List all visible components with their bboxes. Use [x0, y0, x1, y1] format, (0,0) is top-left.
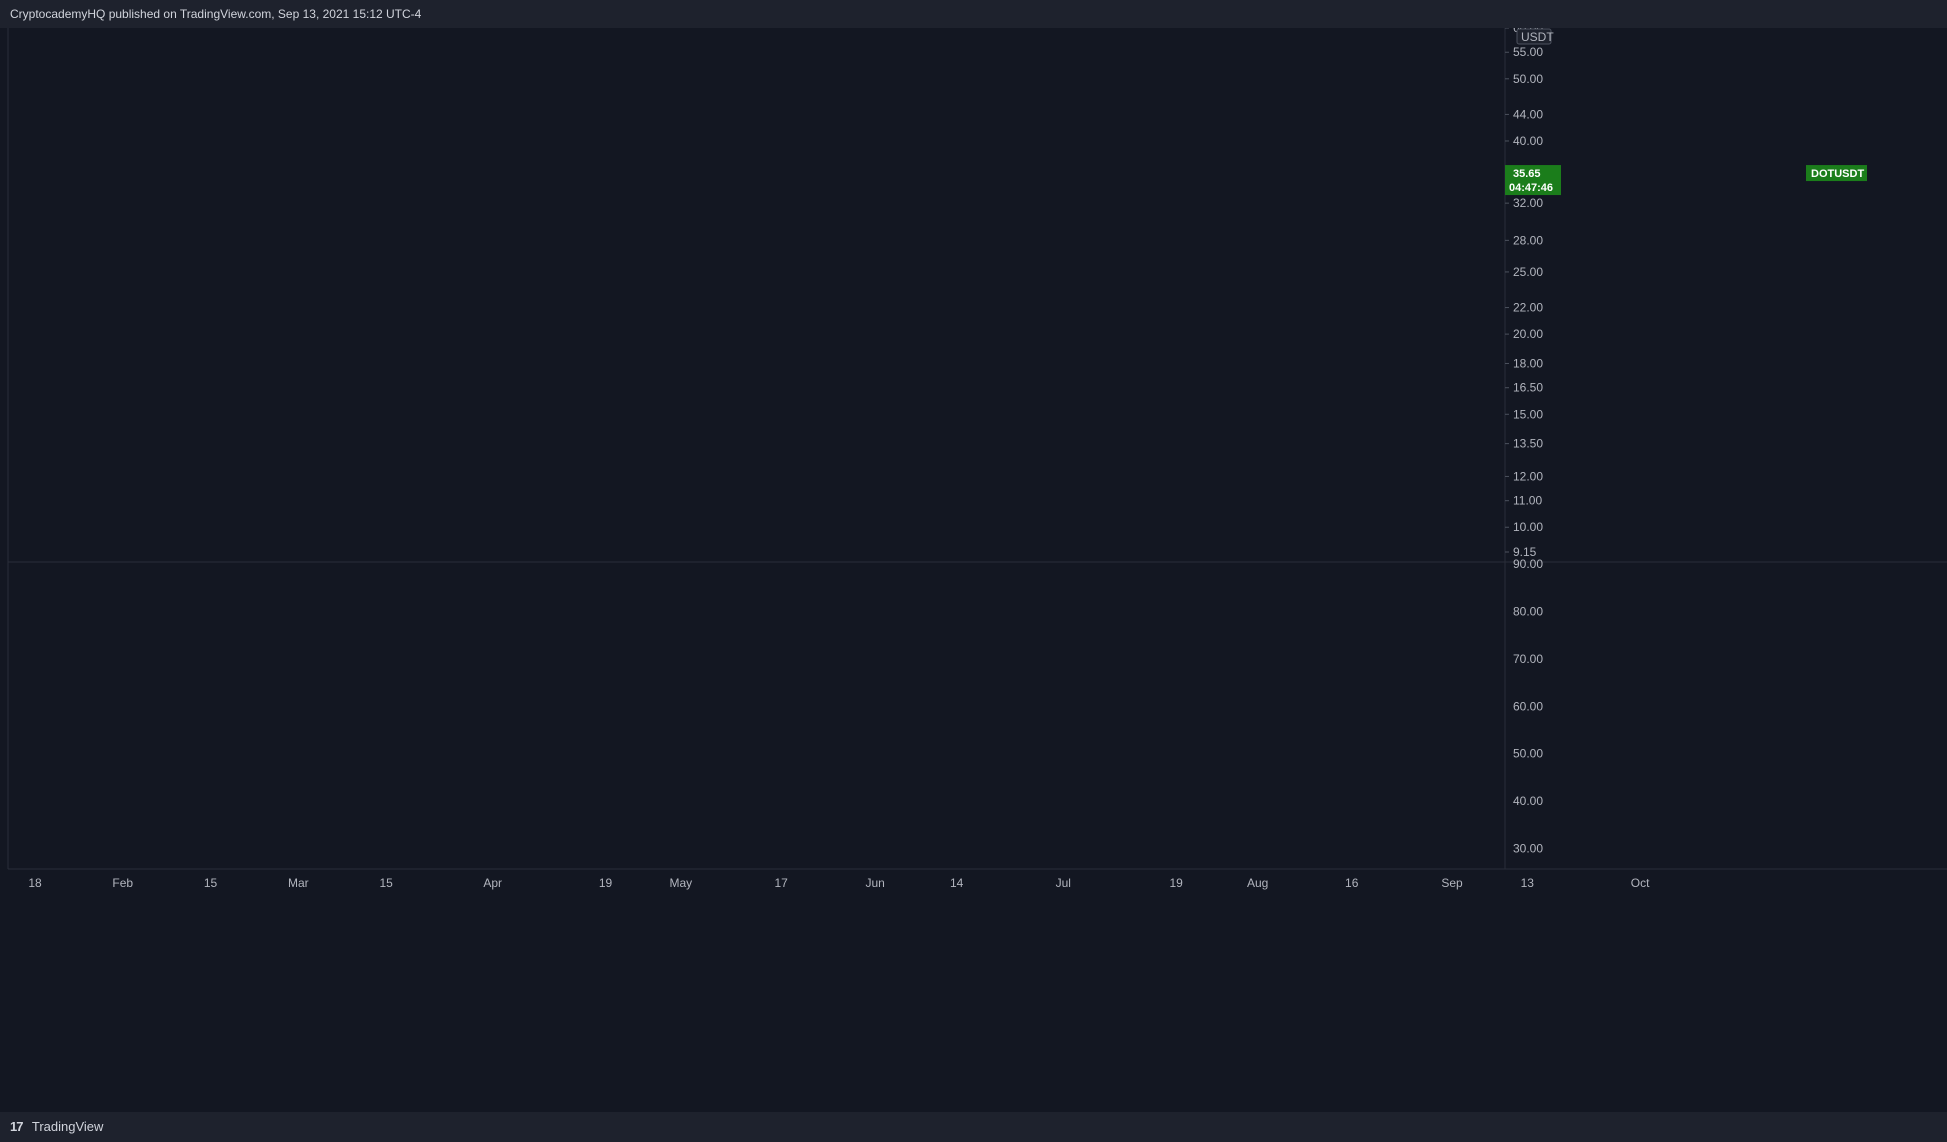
- brand-footer: 17 TradingView: [0, 1112, 1947, 1142]
- rsi-tick-label: 30.00: [1513, 842, 1543, 856]
- price-tick-label: 25.00: [1513, 265, 1543, 279]
- time-tick-label: Apr: [483, 876, 502, 890]
- rsi-tick-label: 50.00: [1513, 747, 1543, 761]
- rsi-tick-label: 90.00: [1513, 557, 1543, 571]
- time-tick-label: 17: [774, 876, 788, 890]
- symbol-label: DOTUSDT: [1811, 168, 1864, 180]
- price-tick-label: 11.00: [1513, 494, 1542, 508]
- time-tick-label: 14: [950, 876, 964, 890]
- time-tick-label: 16: [1345, 876, 1359, 890]
- price-tag: [1505, 165, 1561, 196]
- price-tick-label: 50.00: [1513, 72, 1543, 86]
- time-tick-label: 19: [1169, 876, 1183, 890]
- tradingview-logo-icon: 17: [10, 1119, 24, 1134]
- price-tick-label: 32.00: [1513, 196, 1543, 210]
- axes: 60.00 55.00 50.00 44.00 40.00 32.00 28.00 25.00…: [0, 28, 1947, 1112]
- price-tick-label: 10.00: [1513, 520, 1543, 534]
- price-tag-countdown: 04:47:46: [1509, 182, 1553, 194]
- time-tick-label: Sep: [1441, 876, 1463, 890]
- currency-badge: [1516, 28, 1552, 45]
- price-tag-value: 35.65: [1513, 168, 1541, 180]
- time-tick-label: Mar: [288, 876, 309, 890]
- time-tick-label: Jun: [866, 876, 885, 890]
- publish-header: CryptocademyHQ published on TradingView.…: [0, 0, 1947, 28]
- time-tick-label: Feb: [112, 876, 133, 890]
- price-tick-label: 55.00: [1513, 45, 1543, 59]
- price-tick-label: 13.50: [1513, 437, 1543, 451]
- time-tick-label: May: [669, 876, 692, 890]
- chart-background: [0, 28, 1947, 1112]
- time-tick-label: Jul: [1056, 876, 1071, 890]
- time-tick-label: 19: [599, 876, 613, 890]
- publish-line: CryptocademyHQ published on TradingView.…: [10, 7, 422, 21]
- rsi-tick-label: 60.00: [1513, 699, 1543, 713]
- price-tick-label: 9.15: [1513, 545, 1537, 559]
- price-tick-label: 44.00: [1513, 107, 1543, 121]
- time-tick-label: 13: [1521, 876, 1535, 890]
- price-tick-label: 12.00: [1513, 469, 1543, 483]
- time-tick-label: Aug: [1247, 876, 1268, 890]
- price-tick-label: 22.00: [1513, 301, 1543, 315]
- symbol-tag: [1806, 165, 1867, 182]
- time-tick-label: 18: [28, 876, 42, 890]
- chart-canvas[interactable]: RSI65.11 60.0055.0050.0044.0040.0032.002…: [0, 28, 1947, 1112]
- price-tick-label: 40.00: [1513, 134, 1543, 148]
- brand-name: TradingView: [31, 1119, 104, 1134]
- rsi-tick-label: 80.00: [1513, 604, 1543, 618]
- time-tick-label: 15: [379, 876, 393, 890]
- price-tick-label: 28.00: [1513, 233, 1543, 247]
- time-tick-label: Oct: [1631, 876, 1650, 890]
- price-tick-label: 16.50: [1513, 381, 1543, 395]
- price-tick-label: 18.00: [1513, 356, 1543, 370]
- time-tick-label: 15: [204, 876, 218, 890]
- price-tick-label: 15.00: [1513, 407, 1543, 421]
- currency-label: USDT: [1521, 30, 1554, 44]
- rsi-tick-label: 40.00: [1513, 794, 1543, 808]
- rsi-tick-label: 70.00: [1513, 652, 1543, 666]
- price-tick-label: 20.00: [1513, 327, 1543, 341]
